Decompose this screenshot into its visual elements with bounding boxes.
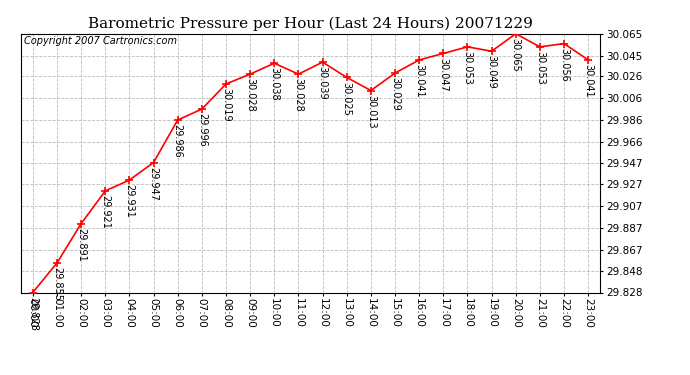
Text: Copyright 2007 Cartronics.com: Copyright 2007 Cartronics.com (23, 36, 177, 46)
Text: 29.947: 29.947 (148, 167, 159, 201)
Text: 30.053: 30.053 (462, 51, 473, 85)
Text: 30.028: 30.028 (293, 78, 304, 112)
Text: 30.013: 30.013 (366, 95, 376, 128)
Text: 30.039: 30.039 (317, 66, 328, 100)
Text: 29.891: 29.891 (76, 228, 86, 262)
Title: Barometric Pressure per Hour (Last 24 Hours) 20071229: Barometric Pressure per Hour (Last 24 Ho… (88, 17, 533, 31)
Text: 30.041: 30.041 (583, 64, 593, 98)
Text: 30.056: 30.056 (559, 48, 569, 81)
Text: 29.931: 29.931 (124, 184, 135, 218)
Text: 30.049: 30.049 (486, 56, 497, 89)
Text: 30.047: 30.047 (438, 58, 449, 92)
Text: 29.828: 29.828 (28, 297, 38, 330)
Text: 29.986: 29.986 (172, 124, 183, 158)
Text: 30.028: 30.028 (245, 78, 255, 112)
Text: 30.053: 30.053 (535, 51, 545, 85)
Text: 30.029: 30.029 (390, 77, 400, 111)
Text: 30.041: 30.041 (414, 64, 424, 98)
Text: 29.921: 29.921 (100, 195, 110, 229)
Text: 29.855: 29.855 (52, 267, 62, 301)
Text: 30.025: 30.025 (342, 82, 352, 116)
Text: 30.019: 30.019 (221, 88, 231, 122)
Text: 30.038: 30.038 (269, 68, 279, 101)
Text: 30.065: 30.065 (511, 38, 521, 72)
Text: 29.996: 29.996 (197, 113, 207, 147)
